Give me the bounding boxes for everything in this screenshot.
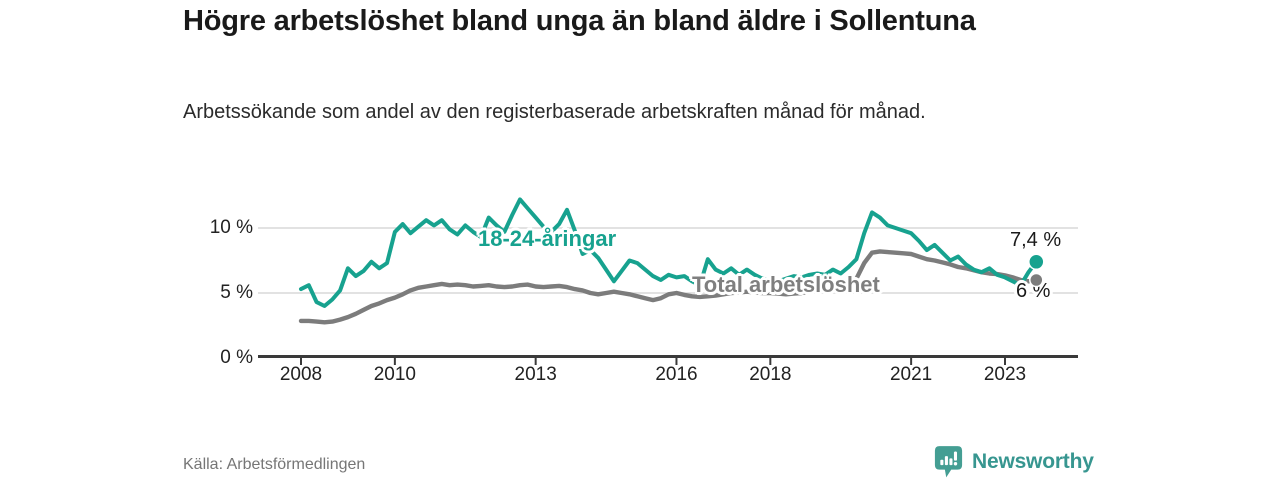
bar-chart-speech-bubble-icon <box>934 446 963 478</box>
y-axis-tick-label: 5 % <box>220 282 253 303</box>
x-axis-tick-label: 2016 <box>655 364 698 385</box>
newsworthy-logo: Newsworthy <box>934 445 1094 478</box>
page-title: Högre arbetslöshet bland unga än bland ä… <box>183 5 976 37</box>
x-axis-tick-label: 2008 <box>279 364 323 385</box>
source-note: Källa: Arbetsförmedlingen <box>183 456 366 473</box>
x-axis-tick-label: 2010 <box>373 364 416 385</box>
newsworthy-logo-text: Newsworthy <box>972 449 1094 473</box>
x-axis-tick-label: 2021 <box>889 364 933 385</box>
y-axis-tick-label: 10 % <box>209 217 253 238</box>
series-label-youth: 18-24-åringar <box>478 226 617 251</box>
y-axis-tick-label: 0 % <box>220 347 253 368</box>
page-subtitle: Arbetssökande som andel av den registerb… <box>183 101 926 123</box>
x-axis-tick-label: 2013 <box>514 364 557 385</box>
x-axis-tick-label: 2018 <box>749 364 792 385</box>
end-value-label-youth: 7,4 % <box>1010 229 1062 251</box>
x-axis-tick-label: 2023 <box>983 364 1027 385</box>
end-value-label-total: 6 % <box>1016 280 1051 302</box>
series-label-total: Total arbetslöshet <box>692 272 880 297</box>
